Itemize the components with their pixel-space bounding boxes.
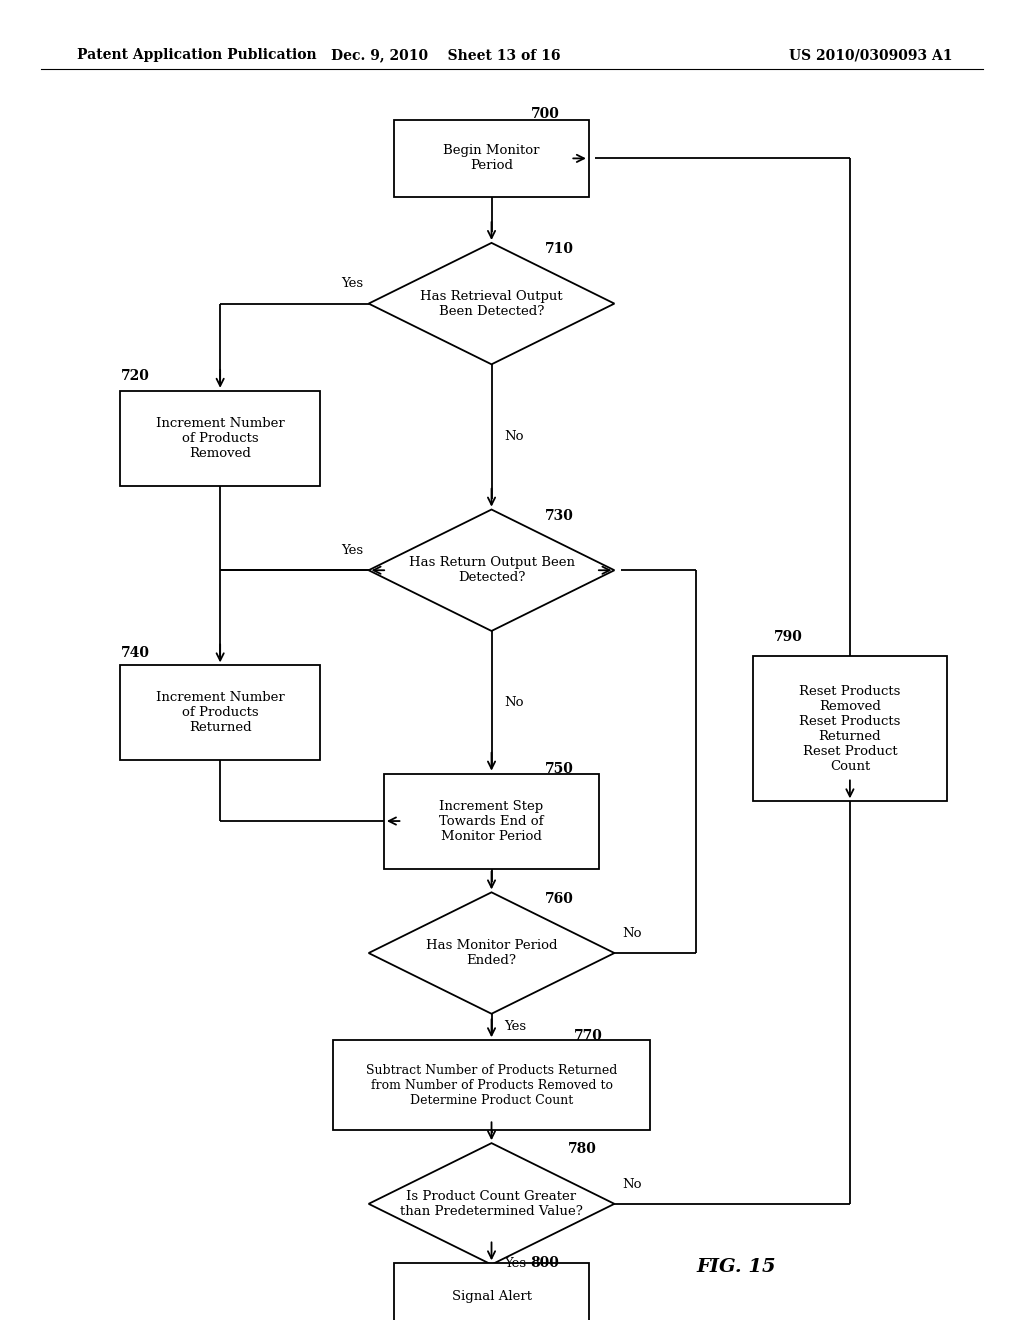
Polygon shape xyxy=(369,1143,614,1265)
Text: 780: 780 xyxy=(568,1142,597,1156)
Text: Signal Alert: Signal Alert xyxy=(452,1290,531,1303)
Text: Dec. 9, 2010    Sheet 13 of 16: Dec. 9, 2010 Sheet 13 of 16 xyxy=(331,49,560,62)
Text: Reset Products
Removed
Reset Products
Returned
Reset Product
Count: Reset Products Removed Reset Products Re… xyxy=(800,685,900,772)
Text: Subtract Number of Products Returned
from Number of Products Removed to
Determin: Subtract Number of Products Returned fro… xyxy=(366,1064,617,1106)
Bar xyxy=(333,1040,650,1130)
Polygon shape xyxy=(369,892,614,1014)
Text: Has Return Output Been
Detected?: Has Return Output Been Detected? xyxy=(409,556,574,585)
Text: No: No xyxy=(504,696,523,709)
Text: 800: 800 xyxy=(530,1255,559,1270)
Text: 740: 740 xyxy=(121,645,150,660)
Text: Increment Step
Towards End of
Monitor Period: Increment Step Towards End of Monitor Pe… xyxy=(439,800,544,842)
Text: 790: 790 xyxy=(774,630,803,644)
Text: Patent Application Publication: Patent Application Publication xyxy=(77,49,316,62)
Bar xyxy=(394,1263,589,1320)
Polygon shape xyxy=(369,243,614,364)
Text: Increment Number
of Products
Returned: Increment Number of Products Returned xyxy=(156,692,285,734)
Text: 750: 750 xyxy=(545,762,573,776)
Text: No: No xyxy=(623,927,642,940)
Text: Yes: Yes xyxy=(504,1258,526,1270)
Text: No: No xyxy=(623,1177,642,1191)
Text: FIG. 15: FIG. 15 xyxy=(696,1258,776,1276)
Bar xyxy=(384,774,599,869)
Text: Yes: Yes xyxy=(504,1020,526,1034)
Text: Yes: Yes xyxy=(341,277,364,290)
Text: 730: 730 xyxy=(545,508,573,523)
Bar xyxy=(753,656,947,801)
Text: 700: 700 xyxy=(530,107,559,121)
Text: 710: 710 xyxy=(545,242,573,256)
Text: Is Product Count Greater
than Predetermined Value?: Is Product Count Greater than Predetermi… xyxy=(400,1189,583,1218)
Text: 770: 770 xyxy=(573,1028,602,1043)
Text: Has Monitor Period
Ended?: Has Monitor Period Ended? xyxy=(426,939,557,968)
Bar xyxy=(394,120,589,197)
Text: US 2010/0309093 A1: US 2010/0309093 A1 xyxy=(788,49,952,62)
Polygon shape xyxy=(369,510,614,631)
Text: 760: 760 xyxy=(545,891,573,906)
Text: Increment Number
of Products
Removed: Increment Number of Products Removed xyxy=(156,417,285,459)
Bar xyxy=(121,665,319,760)
Text: Yes: Yes xyxy=(341,544,364,557)
Bar xyxy=(121,391,319,486)
Text: Has Retrieval Output
Been Detected?: Has Retrieval Output Been Detected? xyxy=(420,289,563,318)
Text: No: No xyxy=(504,430,523,444)
Text: Begin Monitor
Period: Begin Monitor Period xyxy=(443,144,540,173)
Text: 720: 720 xyxy=(121,368,150,383)
